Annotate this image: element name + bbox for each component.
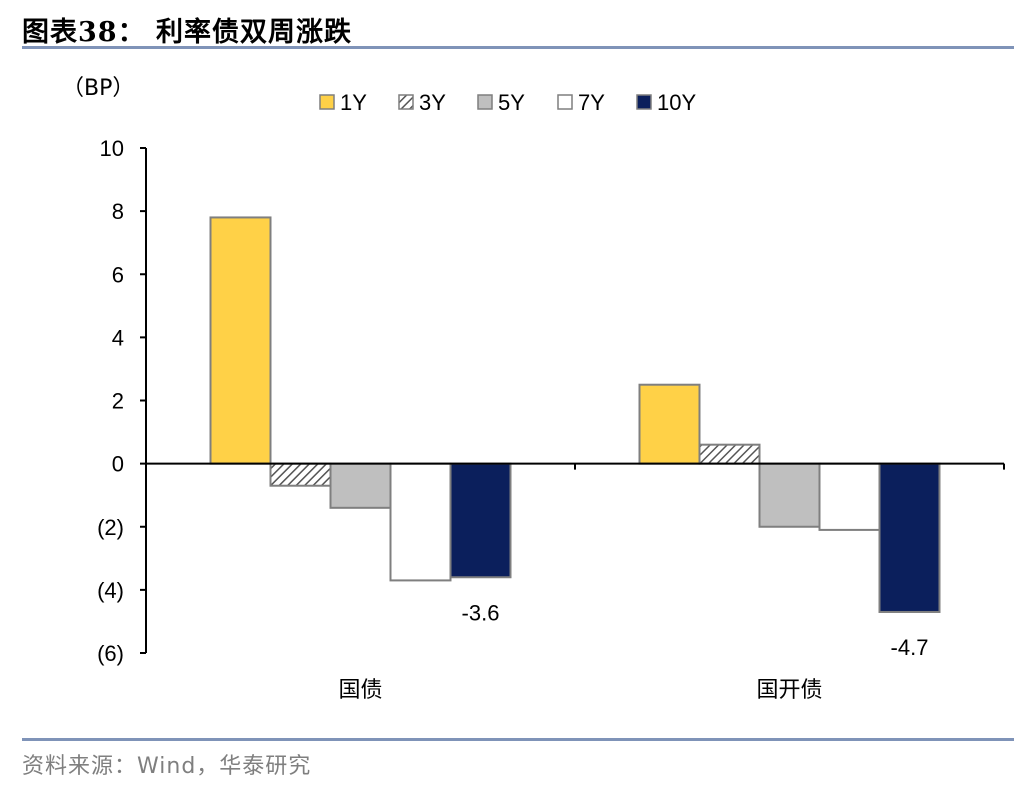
legend-swatch-7y xyxy=(557,94,573,110)
y-tick-label: 6 xyxy=(112,262,124,287)
x-category-label: 国开债 xyxy=(756,678,822,703)
y-tick-label: (4) xyxy=(97,578,124,603)
legend-label-3y: 3Y xyxy=(419,90,446,115)
bar-10y-cdb xyxy=(878,462,941,613)
data-label: -3.6 xyxy=(462,600,500,625)
bar-3y-treasury xyxy=(269,462,332,487)
bar-1y-cdb xyxy=(638,383,701,465)
x-category-label: 国债 xyxy=(338,678,382,703)
data-label: -4.7 xyxy=(891,635,929,660)
y-tick-label: 0 xyxy=(112,452,124,477)
y-tick-label: 2 xyxy=(112,389,124,414)
chart-figure-title: 图表38： 利率债双周涨跌 xyxy=(22,17,352,48)
y-tick-label: (6) xyxy=(97,641,124,666)
legend-label-5y: 5Y xyxy=(498,90,525,115)
source-divider xyxy=(22,738,1014,741)
bar-3y-cdb xyxy=(698,443,761,465)
bar-7y-cdb xyxy=(818,462,881,531)
bar-7y-treasury xyxy=(389,462,452,582)
legend-swatch-1y xyxy=(319,94,335,110)
legend-label-10y: 10Y xyxy=(657,90,696,115)
bar-5y-treasury xyxy=(329,462,392,509)
bar-5y-cdb xyxy=(758,462,821,528)
y-unit-label: （BP） xyxy=(62,76,134,101)
legend-swatch-5y xyxy=(477,94,493,110)
y-tick-label: 8 xyxy=(112,199,124,224)
title-divider xyxy=(22,46,1014,49)
bar-1y-treasury xyxy=(209,216,272,465)
bar-10y-treasury xyxy=(449,462,512,579)
legend-swatch-3y xyxy=(398,94,414,110)
source-note: 资料来源：Wind，华泰研究 xyxy=(22,754,312,779)
y-tick-label: 4 xyxy=(112,325,124,350)
y-tick-label: 10 xyxy=(100,136,124,161)
legend-label-7y: 7Y xyxy=(578,90,605,115)
legend-label-1y: 1Y xyxy=(340,90,367,115)
y-tick-label: (2) xyxy=(97,515,124,540)
legend-swatch-10y xyxy=(636,94,652,110)
